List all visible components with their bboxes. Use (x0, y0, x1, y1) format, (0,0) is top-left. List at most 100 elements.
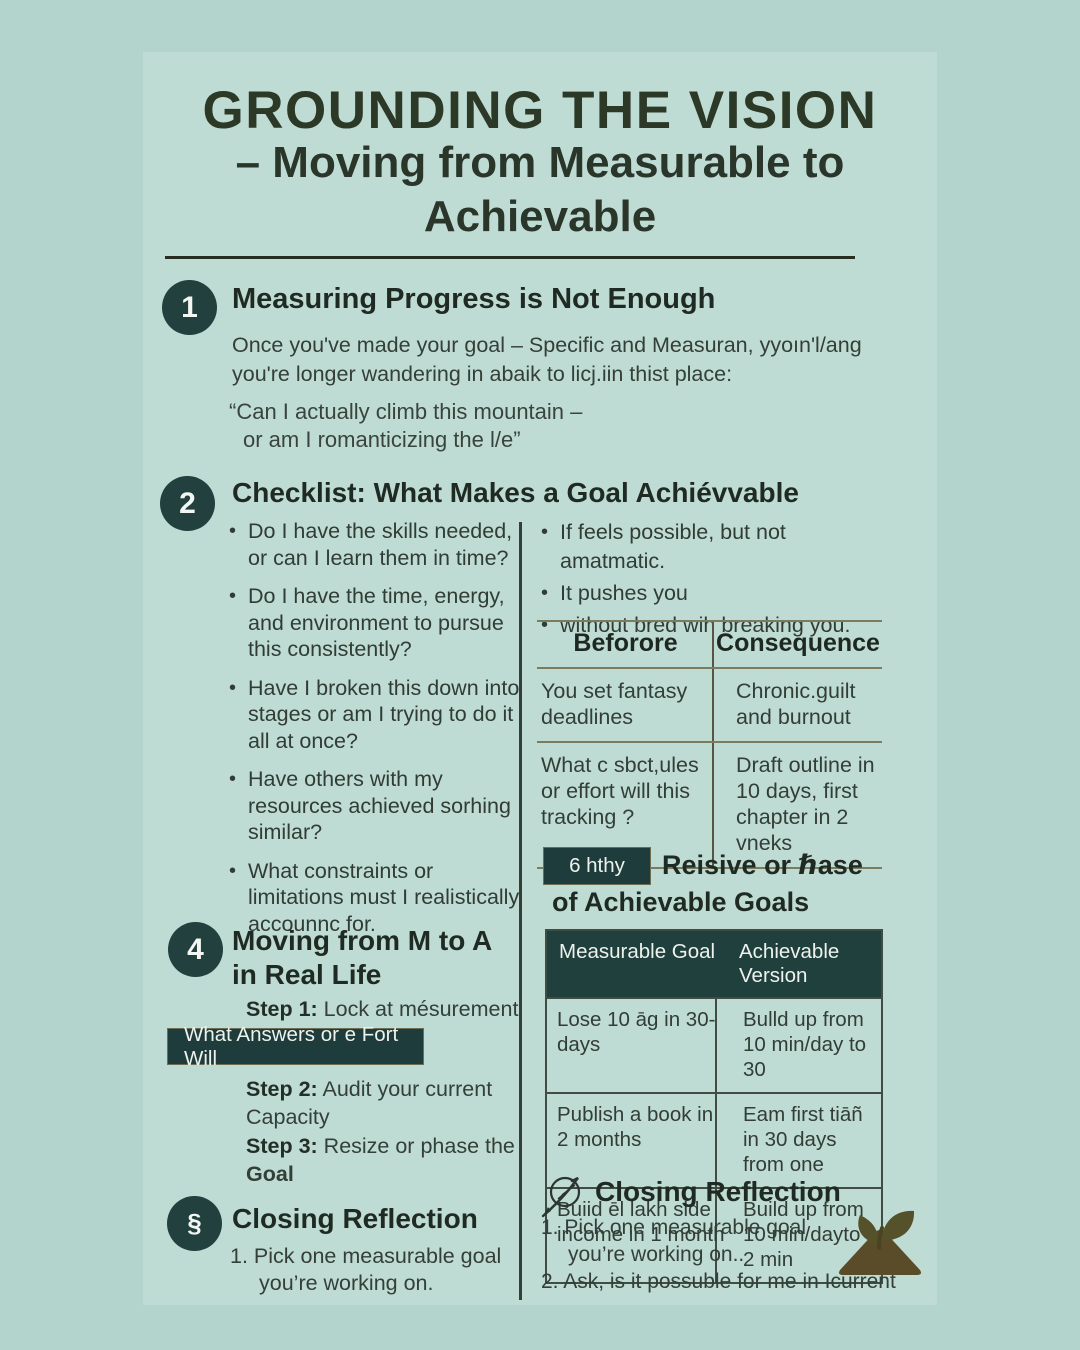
section2-number: 2 (179, 486, 196, 520)
section4-number: 4 (187, 932, 204, 966)
table-cell: Eam first tiāñ in 30 days from one (743, 1103, 863, 1176)
section4-number-badge: 4 (168, 922, 223, 977)
section1-number: 1 (181, 290, 198, 324)
list-item: • What constraints or limitations must I … (229, 858, 521, 938)
closing-right-item1-line2: you’re working on.. (568, 1243, 745, 1266)
step1-label: Step 1: (246, 997, 318, 1021)
list-item: • Do I have the time, energy, and environ… (229, 583, 521, 663)
section1-quote-line1: “Can I actually climb this mountain – (229, 399, 583, 424)
measurable-achievable-table: Measurable Goal Achievable Version Lose … (545, 929, 883, 1284)
checklist-item-text: Have others with my resources achieved s… (248, 767, 511, 844)
table-column-divider (712, 620, 714, 869)
checklist-item-text: It pushes you (560, 581, 688, 605)
section4-heading-line2: in Real Life (232, 959, 382, 990)
sprout-icon (830, 1182, 930, 1282)
section1-paragraph-line1: Once you've made your goal – Specific an… (232, 333, 862, 357)
step3-line2: Goal (246, 1162, 294, 1186)
table-row: Buiid ēl lakh side income in 1 month Bui… (547, 1187, 881, 1282)
bullet-icon: • (229, 520, 237, 542)
bullet-icon: • (229, 768, 237, 790)
section1-paragraph: Once you've made your goal – Specific an… (232, 331, 862, 389)
table-cell: Bulld up from 10 min/day to 30 (743, 1008, 867, 1081)
list-item: • without bred wih breaking you. (541, 611, 893, 640)
table-row: You set fantasy deadlines Chronic.guilt … (537, 667, 882, 741)
checklist-left-column: • Do I have the skills needed, or can I l… (229, 518, 521, 949)
table-column-divider (715, 931, 717, 1282)
checklist-item-text: Do I have the skills needed, or can I le… (248, 519, 513, 570)
step3-text: Step 3: Resize or phase the (246, 1134, 515, 1159)
goals-subheading-line2: of Achievable Goals (552, 887, 810, 917)
list-item: • Do I have the skills needed, or can I l… (229, 518, 521, 571)
checklist-item-text: Do I have the time, energy, and environm… (248, 584, 505, 661)
table-header-row: Beforore Consequence (537, 620, 882, 667)
table-cell: Chronic.guilt and burnout (736, 679, 856, 729)
checklist-item-text: If feels possible, but not amatmatic. (560, 520, 786, 573)
content-panel (143, 52, 937, 1305)
table-row: Publish a book in 2 months Eam first tiā… (547, 1092, 881, 1187)
step3-body: Resize or phase the (317, 1134, 515, 1158)
section4-heading-line1: Moving from M to A (232, 925, 493, 956)
bullet-icon: • (541, 521, 549, 543)
table-cell: Draft outline in 10 days, first chapter … (736, 753, 875, 855)
bullet-icon: • (541, 614, 549, 636)
table-row: What c sbct,ules or effort will this tra… (537, 741, 882, 869)
bullet-icon: • (229, 859, 237, 882)
section1-number-badge: 1 (162, 280, 217, 335)
closing-right-heading: Closing Reflection (595, 1176, 841, 1207)
table-cell: You set fantasy deadlines (541, 679, 688, 729)
step2-label: Step 2: (246, 1077, 318, 1101)
table-cell: Lose 10 āg in 30-days (557, 1008, 716, 1056)
section-symbol: § (187, 1208, 202, 1238)
page-subtitle-line2: Achievable (423, 192, 657, 241)
status-badge: 6 hthy (543, 847, 651, 885)
step3-label: Step 3: (246, 1134, 318, 1158)
list-item: • Have I broken this down into stages or … (229, 675, 521, 755)
column-divider (519, 522, 522, 1300)
closing-left-symbol-badge: § (167, 1196, 222, 1251)
table-header-cell: Achievable Version (739, 940, 840, 987)
step1-body: Lock at mésurement (317, 997, 519, 1021)
table-header-cell: Beforore (573, 629, 678, 657)
closing-left-heading: Closing Reflection (232, 1203, 478, 1234)
page-title: GROUNDING THE VISION (202, 81, 878, 140)
section2-number-badge: 2 (160, 476, 215, 531)
list-item: • If feels possible, but not amatmatic. (541, 518, 893, 576)
closing-right-item2: 2. Ask, is it possuble for me in Icurren… (541, 1270, 896, 1293)
table-cell: Build up from 10 min/dayto 2 min (743, 1198, 864, 1271)
closing-left-item1-line1: 1. Pick one measurable goal (230, 1244, 502, 1268)
section1-quote-line2: or am I romanticizing the l/e” (243, 427, 521, 452)
closing-right-item1-line1: 1. Pick one measurable goal (541, 1216, 806, 1239)
closing-left-item1-line2: you’re working on. (259, 1271, 434, 1295)
checklist-item-text: Have I broken this down into stages or a… (248, 675, 520, 753)
table-cell: Buiid ēl lakh side income in 1 month (557, 1198, 725, 1246)
table-header-cell: Consequence (716, 629, 880, 657)
answers-banner: What Answers or e Fort Will (167, 1023, 424, 1070)
checklist-right-column: • If feels possible, but not amatmatic. •… (541, 518, 893, 643)
checklist-item-text: without bred wih breaking you. (560, 613, 851, 637)
list-item: • It pushes you (541, 579, 893, 608)
step2-text: Step 2: Audit your current (246, 1077, 492, 1102)
page-subtitle-line1: – Moving from Measurable to (235, 138, 845, 187)
table-row: Lose 10 āg in 30-days Bulld up from 10 m… (547, 997, 881, 1092)
quill-pen-icon (538, 1171, 588, 1221)
section1-heading: Measuring Progress is Not Enough (232, 283, 716, 315)
section4-heading: Moving from M to A in Real Life (232, 924, 492, 992)
title-divider (165, 256, 855, 259)
list-item: • Have others with my resources achieved … (229, 766, 521, 846)
before-consequence-table: Beforore Consequence You set fantasy dea… (537, 620, 882, 869)
checklist-item-text: What constraints or limitations must I r… (248, 858, 520, 936)
bullet-icon: • (541, 582, 549, 604)
step2-body: Audit your current (317, 1077, 493, 1101)
bullet-icon: • (229, 585, 237, 607)
table-header-row: Measurable Goal Achievable Version (547, 931, 881, 997)
goals-subheading-line1: Reisive or ℏase (662, 850, 863, 880)
step1-text: Step 1: Lock at mésurement (246, 997, 518, 1022)
table-header-cell: Measurable Goal (559, 940, 716, 963)
step2-line2: Capacity (246, 1105, 330, 1129)
section1-paragraph-line2: you're longer wandering in abaik to licj… (232, 362, 733, 386)
table-cell: What c sbct,ules or effort will this tra… (541, 753, 699, 829)
bullet-icon: • (229, 676, 237, 699)
section2-heading: Checklist: What Makes a Goal Achiévvable (232, 477, 799, 508)
table-cell: Publish a book in 2 months (557, 1103, 714, 1151)
